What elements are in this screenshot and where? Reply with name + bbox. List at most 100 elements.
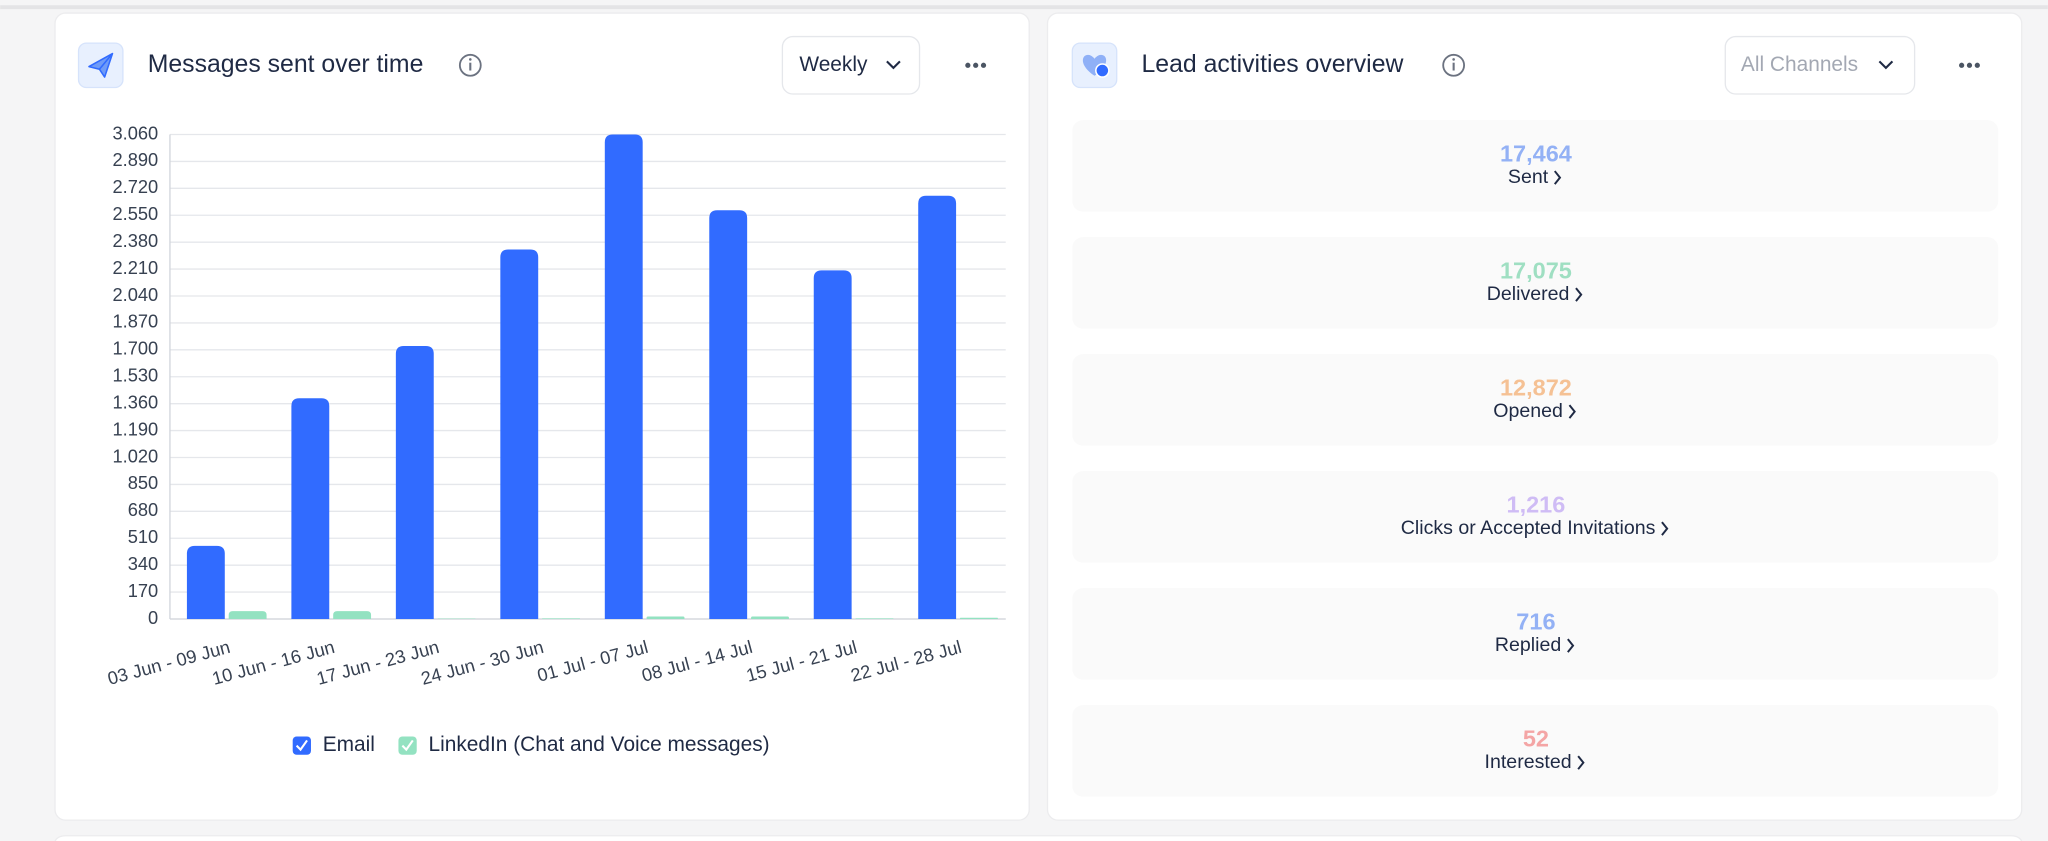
y-tick-label: 1.020 [112, 445, 158, 466]
bar [918, 195, 957, 619]
chevron [886, 60, 901, 70]
legend-label: LinkedIn (Chat and Voice messages) [428, 733, 769, 756]
channel-dropdown[interactable]: All Channels [1724, 35, 1916, 95]
y-tick-label: 2.040 [112, 284, 158, 305]
top-strip [0, 5, 2048, 10]
y-tick-label: 1.530 [112, 365, 158, 386]
info-dot [468, 58, 472, 61]
y-tick-label: 0 [148, 607, 158, 628]
stat-label: Sent [1508, 166, 1549, 188]
y-tick-label: 2.550 [112, 203, 158, 224]
paper-plane [88, 52, 114, 78]
chevron [1553, 170, 1562, 185]
dropdown-value: All Channels [1741, 53, 1858, 76]
legend-check [401, 739, 414, 752]
dropdown-box [781, 35, 921, 95]
dropdown-value: Weekly [799, 53, 868, 76]
info-dot [1452, 58, 1455, 61]
bar [500, 249, 539, 619]
bar [709, 210, 748, 619]
chevron [1878, 60, 1894, 70]
stat-value: 17,075 [1500, 258, 1572, 284]
period-dropdown[interactable]: Weekly [781, 35, 921, 95]
bar [960, 617, 998, 619]
stat-box [1072, 471, 1999, 563]
check-badge [1095, 63, 1110, 78]
stat-label: Interested [1485, 751, 1572, 773]
stat-value: 716 [1516, 609, 1555, 635]
y-tick-label: 2.720 [112, 176, 158, 197]
y-tick-label: 510 [128, 526, 158, 547]
y-tick-label: 2.210 [112, 257, 158, 278]
stat-box [1072, 237, 1999, 329]
bar [751, 616, 789, 619]
legend-label: Email [323, 733, 375, 756]
info-circle [458, 53, 482, 77]
y-tick-label: 170 [128, 580, 158, 601]
stat-box [1072, 354, 1999, 446]
stat-box [1072, 705, 1999, 797]
chevron [1575, 287, 1583, 302]
bar [333, 611, 372, 619]
y-tick-label: 3.060 [112, 122, 158, 143]
y-tick-label: 1.190 [112, 418, 158, 439]
stat-box [1072, 588, 1999, 680]
stat-label: Replied [1495, 634, 1561, 656]
chevron [1568, 404, 1576, 419]
dropdown-box [1724, 35, 1916, 95]
y-tick-label: 2.380 [112, 230, 158, 251]
y-tick-label: 1.870 [112, 311, 158, 332]
more-menu[interactable] [965, 62, 987, 68]
more-menu[interactable] [1959, 62, 1980, 68]
info-icon[interactable] [1442, 53, 1466, 77]
chevron [1661, 521, 1669, 536]
y-tick-label: 340 [128, 553, 158, 574]
info-icon[interactable] [458, 53, 482, 77]
dot [1959, 62, 1965, 68]
stat-value: 12,872 [1500, 375, 1572, 401]
stat-label: Opened [1493, 400, 1563, 422]
dot [1974, 62, 1980, 68]
legend-check [295, 739, 308, 752]
y-tick-label: 850 [128, 472, 158, 493]
next-card [54, 835, 2023, 841]
y-tick-label: 1.360 [112, 391, 158, 412]
legend-swatch[interactable] [292, 736, 311, 755]
dot [980, 62, 987, 68]
bar [646, 616, 685, 619]
bar [604, 134, 643, 619]
panel-title: Lead activities overview [1142, 51, 1404, 78]
chevron [1577, 755, 1585, 770]
bar [228, 611, 267, 619]
y-tick-label: 2.890 [112, 149, 158, 170]
bar [186, 545, 225, 619]
bar [542, 618, 580, 619]
dot [1966, 62, 1973, 68]
stat-label: Clicks or Accepted Invitations [1401, 517, 1656, 539]
dot [973, 62, 979, 68]
y-tick-label: 1.700 [112, 338, 158, 359]
bar [855, 618, 894, 619]
legend-swatch[interactable] [398, 736, 417, 755]
stat-box [1072, 120, 1999, 212]
bar [813, 270, 852, 619]
stat-label: Delivered [1487, 283, 1570, 305]
stat-value: 1,216 [1507, 492, 1566, 518]
info-circle [1442, 53, 1466, 77]
bar [395, 346, 434, 619]
chart-title: Messages sent over time [148, 51, 424, 78]
bar [291, 398, 330, 619]
stat-value: 52 [1523, 726, 1549, 752]
dot [965, 62, 971, 68]
stat-value: 17,464 [1500, 141, 1572, 167]
y-tick-label: 680 [128, 499, 158, 520]
